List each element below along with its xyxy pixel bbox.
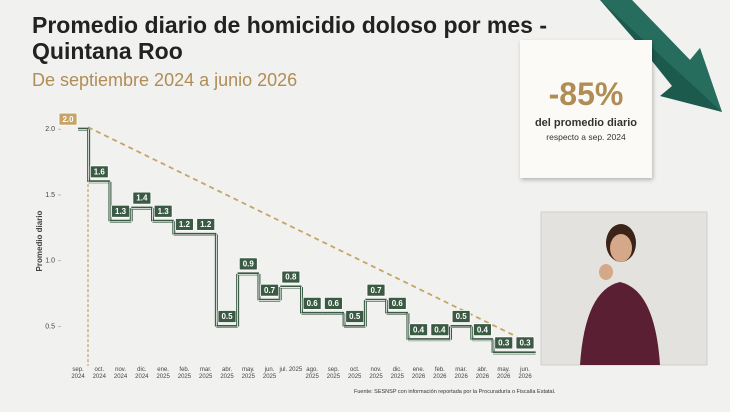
value-label-box: [89, 165, 109, 179]
source-note: Fuente: SESNSP con información reportada…: [354, 389, 556, 395]
value-label-box: [196, 218, 216, 231]
y-tick-label: 2.0: [45, 126, 55, 133]
x-tick-label: ene. 2026: [411, 367, 426, 380]
x-tick-label: oct. 2024: [92, 367, 106, 380]
value-label: 0.4: [413, 325, 425, 334]
x-tick-label: may. 2026: [497, 367, 511, 380]
value-label-box: [153, 204, 173, 218]
chart-subtitle: De septiembre 2024 a junio 2026: [32, 70, 298, 90]
x-tick-label: dic. 2025: [390, 367, 404, 380]
value-label-box: [515, 336, 535, 350]
x-tick-label: dic. 2024: [135, 367, 149, 380]
value-label-box: [494, 336, 514, 350]
callout-text: respecto a sep. 2024: [546, 132, 626, 142]
value-label-box: [366, 283, 386, 297]
value-label-box: [430, 323, 450, 337]
value-label: 0.5: [221, 312, 233, 321]
value-label: 0.3: [498, 338, 510, 347]
y-axis-label: Promedio diario: [35, 210, 44, 271]
value-label-box: [217, 310, 237, 323]
value-label-box: [387, 296, 407, 310]
x-tick-label: nov. 2024: [113, 367, 128, 380]
value-label: 1.4: [136, 194, 148, 203]
x-tick-label: feb. 2026: [433, 367, 447, 380]
value-label: 0.4: [477, 325, 489, 334]
value-label: 0.8: [285, 273, 297, 282]
x-tick-label: jul. 2025: [279, 367, 303, 373]
value-label-box: [132, 191, 152, 205]
value-label: 0.7: [370, 286, 382, 295]
x-tick-label: ago. 2025: [305, 367, 319, 380]
value-label: 0.4: [434, 325, 446, 334]
x-tick-label: nov. 2025: [369, 367, 383, 380]
trend-line: [87, 126, 518, 338]
value-label: 0.6: [307, 299, 319, 308]
callout-value: -85%: [548, 76, 624, 112]
decorative-arrow-shade: [600, 0, 722, 112]
value-label: 0.5: [349, 312, 361, 321]
value-label-box: [260, 283, 279, 297]
value-label: 1.6: [94, 167, 106, 176]
value-label-box: [302, 296, 322, 310]
x-tick-label: abr. 2026: [475, 367, 490, 380]
value-label-box: [345, 310, 365, 323]
x-tick-label: mar. 2025: [199, 367, 213, 380]
value-label-box: [409, 323, 428, 337]
x-tick-label: may. 2025: [241, 367, 255, 380]
x-tick-label: ene. 2025: [156, 367, 170, 380]
x-tick-label: sep. 2025: [326, 367, 341, 380]
value-label: 1.3: [158, 207, 170, 216]
value-label: 0.6: [328, 299, 340, 308]
interpreter-body: [580, 282, 660, 365]
value-label-box: [473, 323, 492, 337]
chart-title: Promedio diario de homicidio doloso por …: [32, 12, 547, 64]
value-label-box: [281, 270, 301, 284]
value-label: 0.9: [243, 260, 255, 269]
value-label-box: [175, 218, 194, 231]
value-label: 0.6: [392, 299, 404, 308]
value-label: 0.5: [456, 312, 468, 321]
x-tick-label: mar. 2026: [454, 367, 468, 380]
value-label: 1.2: [179, 220, 191, 229]
x-tick-label: abr. 2025: [220, 367, 234, 380]
interpreter-video: [540, 211, 708, 366]
x-tick-label: feb. 2025: [177, 367, 192, 380]
value-label-box: [238, 257, 258, 271]
x-tick-label: jun. 2026: [518, 367, 532, 380]
callout-card: -85% del promedio diario respecto a sep.…: [520, 40, 652, 178]
interpreter-face: [610, 234, 632, 262]
x-tick-label: oct. 2025: [348, 367, 362, 380]
value-label: 0.3: [519, 338, 531, 347]
value-label-box: [324, 296, 343, 310]
value-label: 1.3: [115, 207, 127, 216]
value-label-box: [58, 112, 78, 126]
y-tick-label: 1.0: [45, 258, 55, 265]
interpreter-hand: [599, 264, 613, 280]
x-tick-label: sep. 2024: [71, 367, 85, 380]
y-tick-label: 0.5: [45, 323, 55, 330]
callout-text: del promedio diario: [534, 117, 638, 129]
value-label: 1.2: [200, 220, 212, 229]
value-label-box: [451, 310, 471, 323]
value-label-box: [111, 204, 130, 218]
x-tick-label: jun. 2025: [262, 367, 277, 380]
value-label: 0.7: [264, 286, 276, 295]
y-tick-label: 1.5: [45, 192, 55, 199]
value-label: 2.0: [62, 115, 74, 124]
